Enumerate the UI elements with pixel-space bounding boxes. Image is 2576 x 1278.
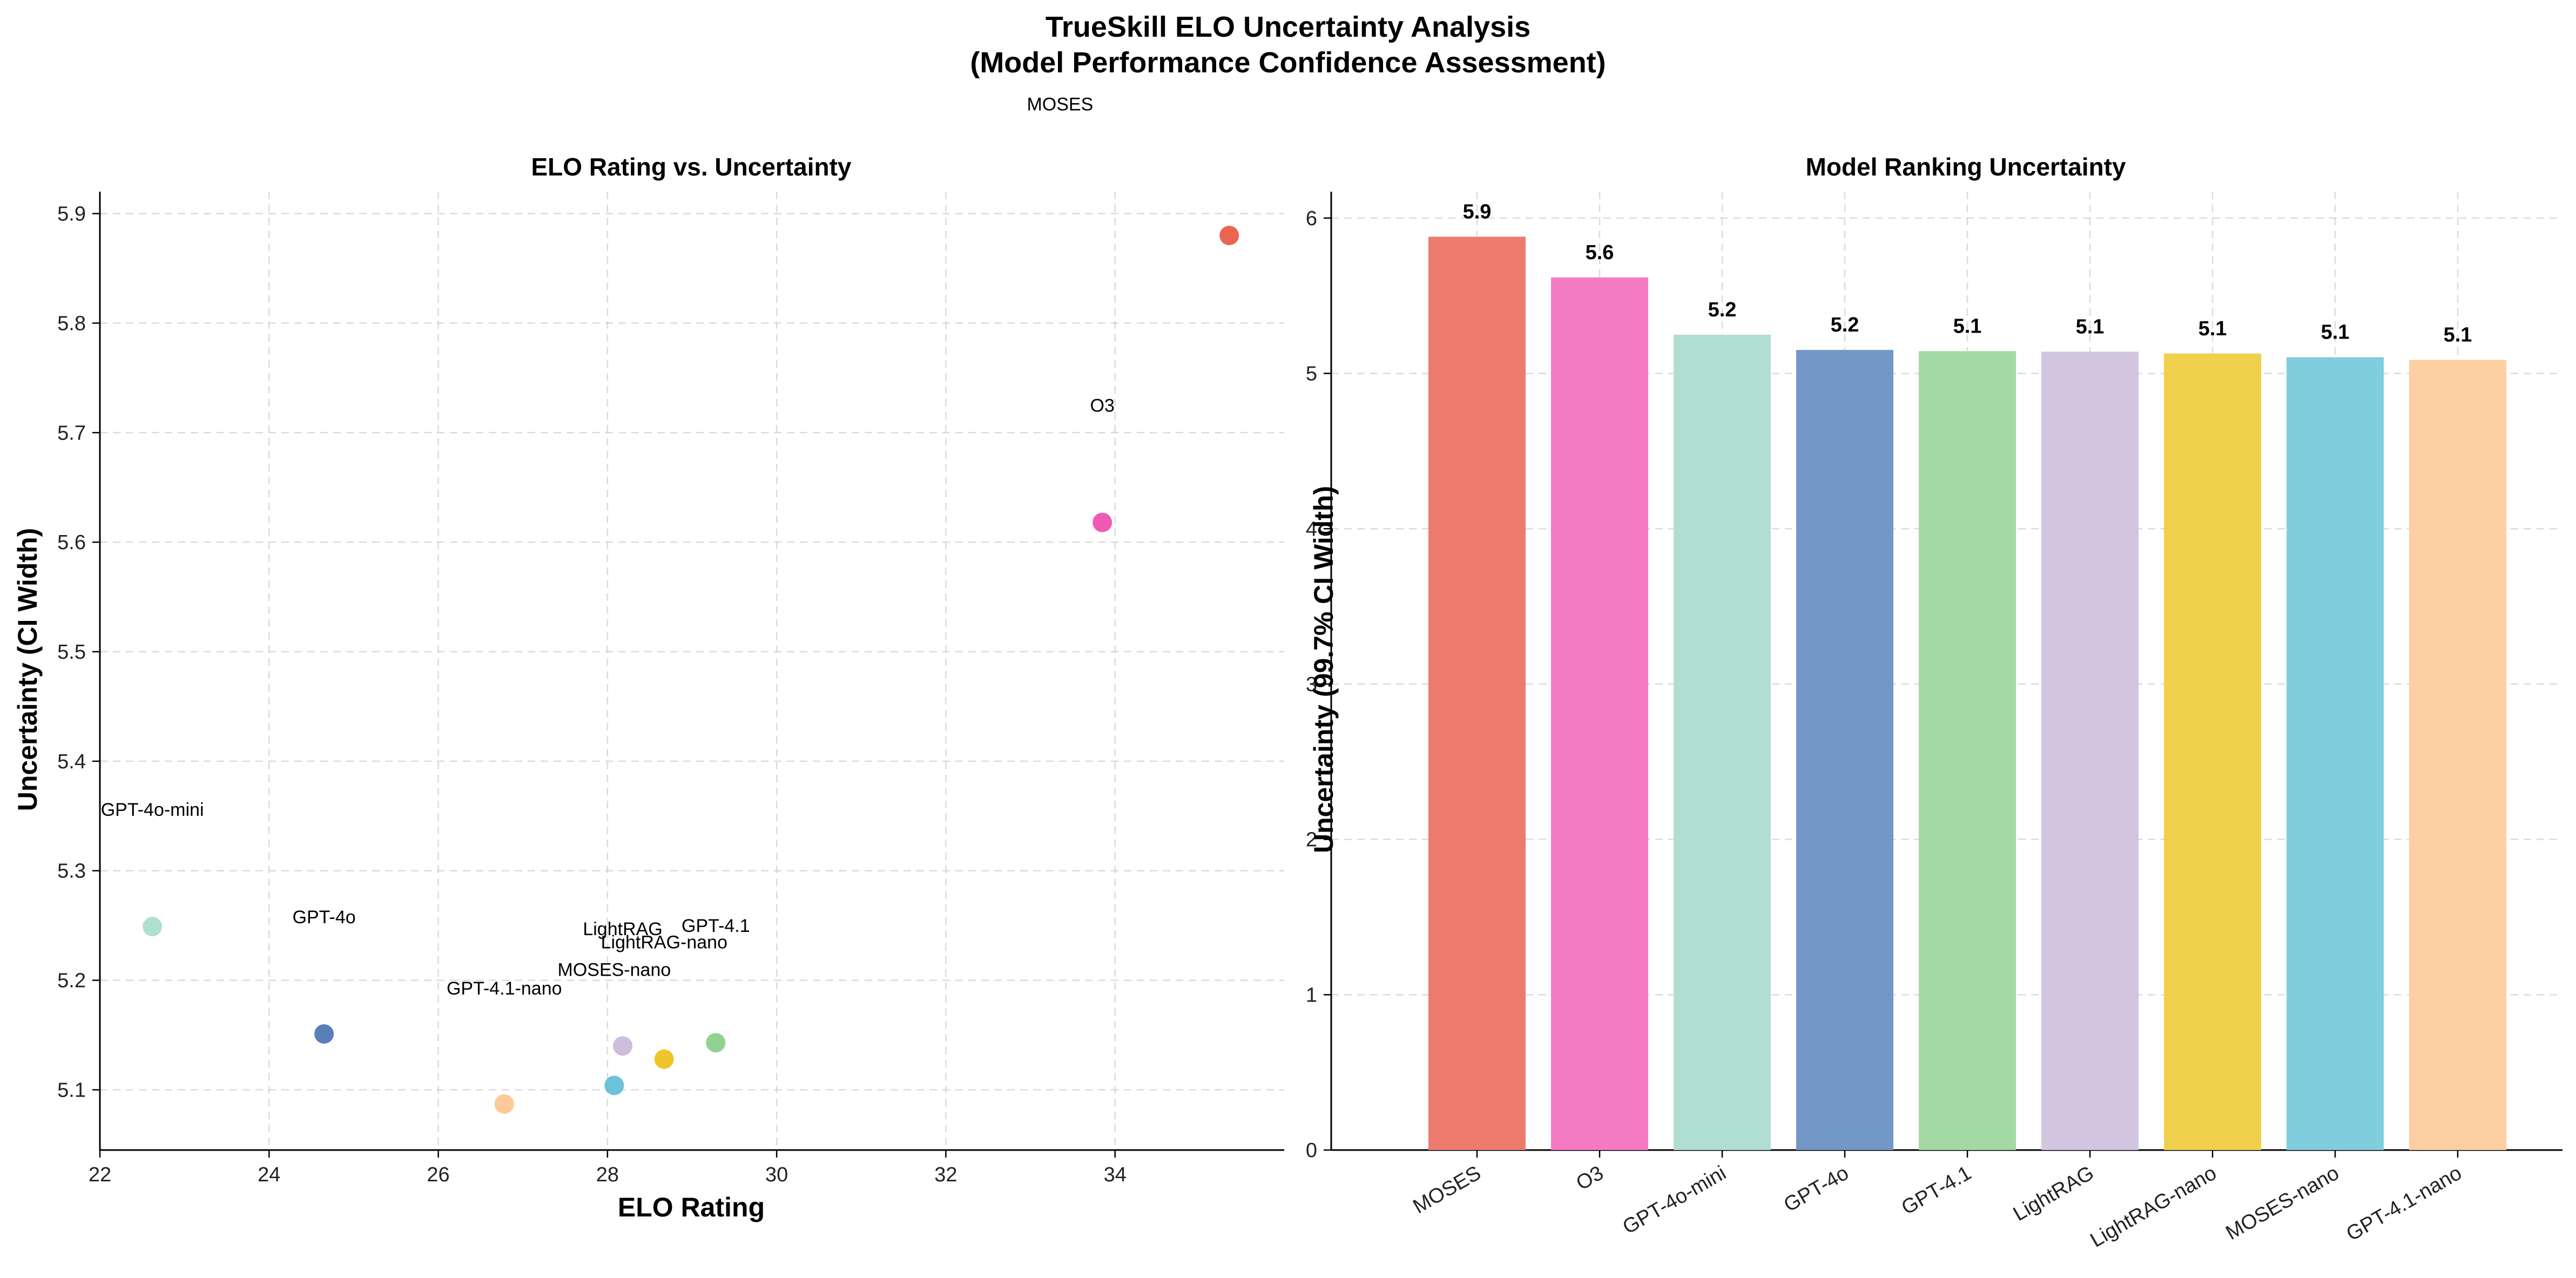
bar-value-label: 5.1 (2076, 315, 2105, 338)
scatter-point-label: LightRAG (583, 919, 662, 939)
bar-y-tick-label: 3 (1306, 673, 1317, 696)
scatter-x-tick-label: 22 (89, 1164, 111, 1186)
bar-value-label: 5.1 (2199, 317, 2227, 340)
scatter-y-tick-label: 5.7 (57, 422, 86, 444)
bar-chart-title: Model Ranking Uncertainty (1806, 153, 2126, 181)
bar (1796, 350, 1893, 1150)
scatter-y-tick-label: 5.3 (57, 860, 86, 883)
bar-y-tick-label: 4 (1306, 518, 1317, 540)
scatter-x-tick-label: 32 (934, 1164, 957, 1186)
scatter-y-tick-label: 5.5 (57, 641, 86, 664)
bar-y-tick-label: 1 (1306, 984, 1317, 1006)
scatter-y-tick-label: 5.9 (57, 203, 86, 226)
scatter-x-tick-label: 28 (596, 1164, 619, 1186)
scatter-y-tick-label: 5.1 (57, 1079, 86, 1101)
scatter-point-label: O3 (1090, 396, 1115, 416)
scatter-point (706, 1033, 726, 1053)
bar-y-tick-label: 2 (1306, 829, 1317, 851)
bar-value-label: 5.1 (2321, 321, 2350, 344)
bar (2164, 353, 2261, 1150)
bar (1551, 277, 1648, 1150)
scatter-point-label: MOSES (1027, 94, 1093, 115)
scatter-panel: ELO Rating vs. Uncertainty 22 24 26 28 30 32 3… (12, 94, 1284, 1222)
bar (2041, 351, 2139, 1151)
bar (1919, 351, 2016, 1151)
bar-value-label: 5.1 (1953, 315, 1982, 337)
scatter-y-tick-label: 5.4 (57, 750, 86, 773)
bar-value-label: 5.2 (1708, 299, 1737, 321)
scatter-point (654, 1049, 674, 1069)
bar-y-tick-label: 0 (1306, 1139, 1317, 1162)
scatter-point-label: GPT-4.1 (682, 916, 750, 936)
scatter-point-label: GPT-4o (293, 907, 356, 928)
figure-title-line2: (Model Performance Confidence Assessment… (970, 46, 1606, 79)
scatter-y-tick-label: 5.2 (57, 970, 86, 992)
scatter-point-label: LightRAG-nano (601, 932, 727, 953)
bar-value-label: 5.2 (1831, 314, 1859, 336)
scatter-y-axis-label: Uncertainty (CI Width) (12, 528, 43, 812)
scatter-points (143, 226, 1239, 1114)
scatter-point-label: GPT-4.1-nano (447, 978, 562, 999)
scatter-point-label: MOSES-nano (558, 959, 671, 980)
scatter-x-tick-label: 34 (1104, 1164, 1127, 1186)
scatter-x-tick-label: 26 (427, 1164, 449, 1186)
bar-series (1428, 236, 2506, 1151)
bar-y-tick-label: 5 (1306, 363, 1317, 386)
scatter-axes: 22 24 26 28 30 32 34 5.1 5.2 5.3 5.4 5.5 5.6 5.7 5.8 5.… (57, 192, 1284, 1186)
bar-value-labels: 5.9 5.6 5.2 5.2 5.1 5.1 5.1 5.1 5.1 (1463, 200, 2472, 346)
bar (2409, 360, 2506, 1150)
scatter-point (143, 917, 163, 937)
scatter-point (604, 1076, 624, 1096)
scatter-point (494, 1094, 514, 1114)
bar-value-label: 5.1 (2444, 324, 2472, 347)
scatter-y-tick-label: 5.8 (57, 312, 86, 335)
scatter-point (314, 1024, 334, 1044)
figure-title-line1: TrueSkill ELO Uncertainty Analysis (1046, 11, 1530, 43)
scatter-x-axis-label: ELO Rating (618, 1192, 765, 1222)
bar-value-label: 5.6 (1586, 241, 1614, 264)
scatter-point (1093, 512, 1112, 532)
scatter-point (1219, 226, 1239, 246)
bar-y-axis-label: Uncertainty (99.7% CI Width) (1309, 486, 1339, 853)
scatter-y-tick-label: 5.6 (57, 531, 86, 554)
scatter-title: ELO Rating vs. Uncertainty (531, 153, 851, 181)
scatter-point (613, 1036, 633, 1056)
bar (1428, 236, 1526, 1151)
bar-y-tick-label: 6 (1306, 207, 1317, 230)
scatter-point-labels: MOSES O3 GPT-4o-mini GPT-4o GPT-4.1 LightRAGL… (101, 94, 1115, 999)
scatter-x-tick-label: 24 (258, 1164, 280, 1186)
scatter-point-label: GPT-4o-mini (101, 800, 204, 820)
bar-value-label: 5.9 (1463, 200, 1492, 223)
bar (2287, 357, 2384, 1150)
scatter-x-tick-label: 30 (765, 1164, 788, 1186)
bar (1674, 334, 1771, 1150)
